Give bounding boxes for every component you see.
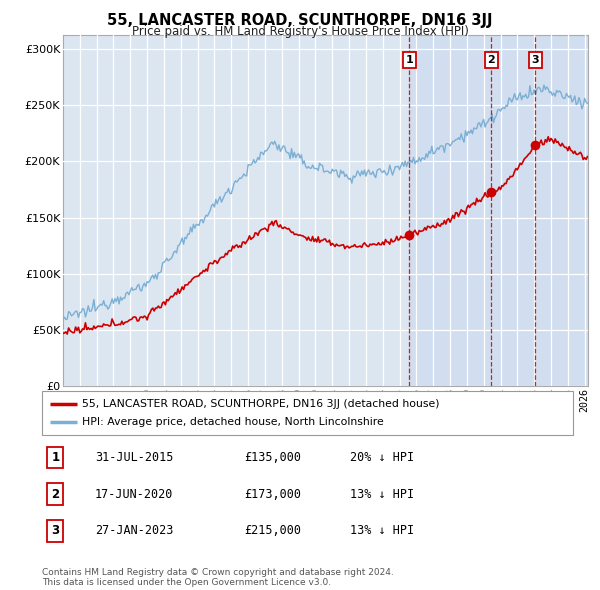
Text: 1: 1 [406,55,413,65]
Text: 31-JUL-2015: 31-JUL-2015 [95,451,173,464]
Text: 2: 2 [488,55,495,65]
Text: 17-JUN-2020: 17-JUN-2020 [95,487,173,501]
Text: 27-JAN-2023: 27-JAN-2023 [95,525,173,537]
Text: 1: 1 [51,451,59,464]
Text: 55, LANCASTER ROAD, SCUNTHORPE, DN16 3JJ: 55, LANCASTER ROAD, SCUNTHORPE, DN16 3JJ [107,13,493,28]
Text: 20% ↓ HPI: 20% ↓ HPI [350,451,414,464]
Text: 3: 3 [532,55,539,65]
Text: 3: 3 [51,525,59,537]
Text: 13% ↓ HPI: 13% ↓ HPI [350,525,414,537]
Text: 13% ↓ HPI: 13% ↓ HPI [350,487,414,501]
FancyBboxPatch shape [42,391,573,435]
Bar [409,35,588,386]
Text: HPI: Average price, detached house, North Lincolnshire: HPI: Average price, detached house, Nort… [82,418,383,427]
Text: Price paid vs. HM Land Registry's House Price Index (HPI): Price paid vs. HM Land Registry's House … [131,25,469,38]
Text: £173,000: £173,000 [244,487,301,501]
Text: £215,000: £215,000 [244,525,301,537]
Text: 55, LANCASTER ROAD, SCUNTHORPE, DN16 3JJ (detached house): 55, LANCASTER ROAD, SCUNTHORPE, DN16 3JJ… [82,399,439,409]
Text: 2: 2 [51,487,59,501]
Text: £135,000: £135,000 [244,451,301,464]
Text: Contains HM Land Registry data © Crown copyright and database right 2024.
This d: Contains HM Land Registry data © Crown c… [42,568,394,587]
